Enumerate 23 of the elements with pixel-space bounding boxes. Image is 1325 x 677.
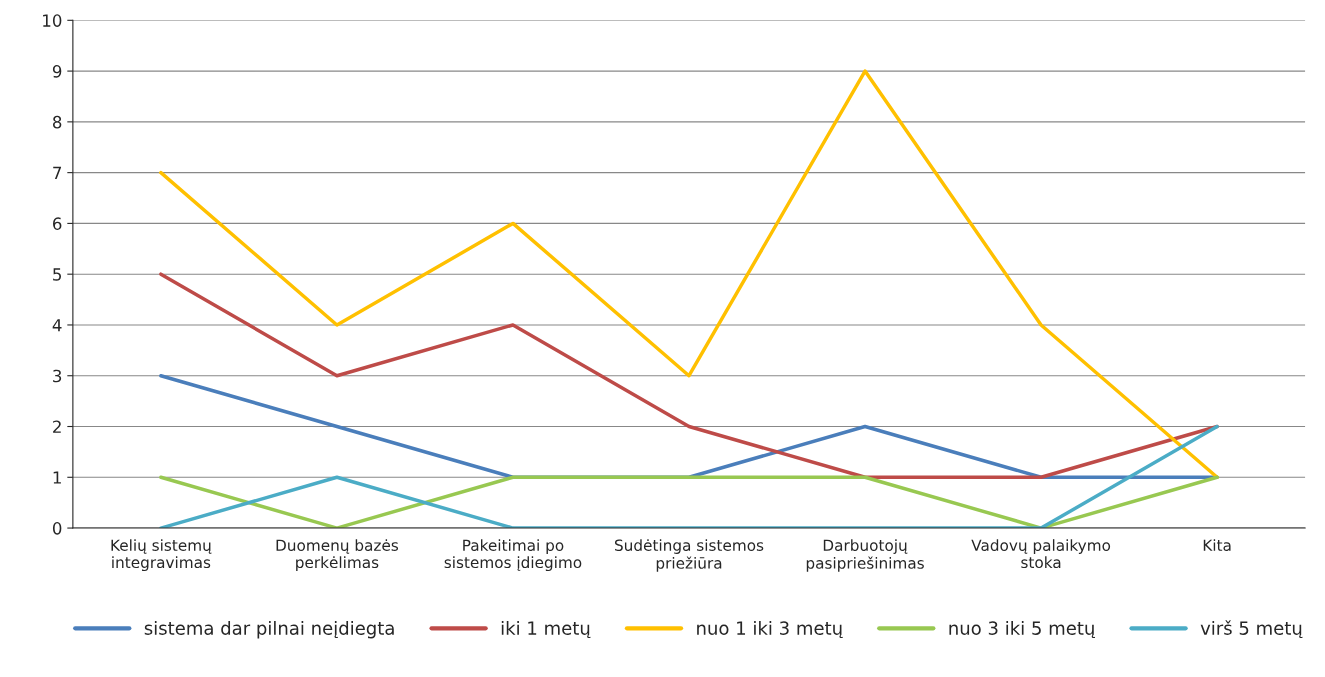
legend-label: nuo 1 iki 3 metų	[697, 620, 843, 639]
y-tick-label: 10	[43, 14, 62, 27]
y-tick-label: 2	[53, 420, 61, 433]
x-tick-label: Kelių sistemų integravimas	[111, 539, 212, 572]
legend-label: sistema dar pilnai neįdiegta	[144, 620, 394, 639]
legend-label: virš 5 metų	[1200, 620, 1303, 639]
y-tick-label: 7	[53, 166, 62, 179]
legend-label: nuo 3 iki 5 metų	[949, 620, 1096, 639]
x-tick-label: Kita	[1203, 539, 1231, 551]
y-tick-label: 9	[52, 65, 62, 78]
y-tick-label: 5	[53, 268, 61, 281]
y-tick-label: 8	[52, 115, 62, 129]
y-tick-label: 0	[52, 522, 62, 535]
x-tick-label: Sudėtinga sistemos priežiūra	[614, 539, 764, 572]
y-tick-label: 3	[53, 369, 62, 383]
x-tick-label: Pakeitimai po sistemos įdiegimo	[444, 539, 582, 572]
x-tick-label: Darbuotojų pasipriešinimas	[806, 539, 924, 572]
y-tick-label: 6	[53, 217, 62, 230]
x-tick-label: Vadovų palaikymo stoka	[971, 539, 1111, 569]
x-tick-label: Duomenų bazės perkėlimas	[276, 539, 399, 572]
legend-label: iki 1 metų	[501, 620, 591, 639]
y-tick-label: 4	[52, 319, 62, 332]
y-tick-label: 1	[53, 471, 61, 484]
